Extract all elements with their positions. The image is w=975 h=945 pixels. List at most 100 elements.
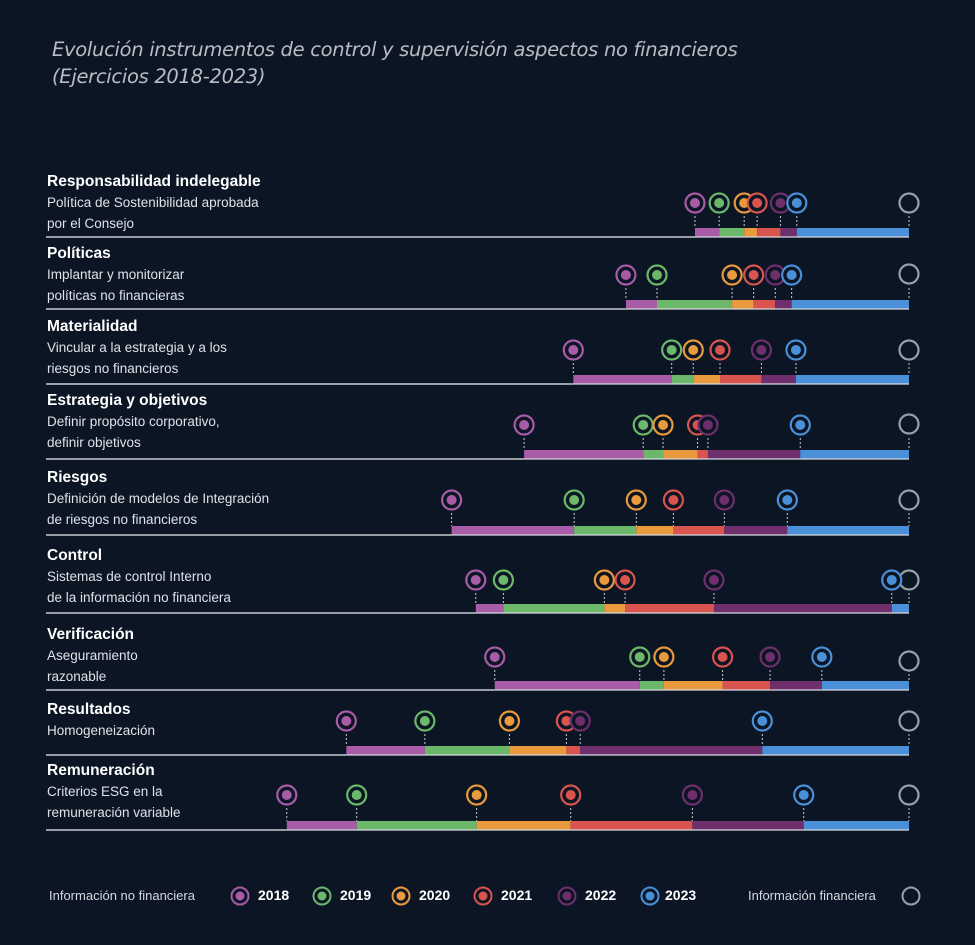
marker-2020 [466,784,488,806]
segment-2020 [732,300,754,309]
segment-2018 [494,681,640,690]
marker-2019 [563,489,585,511]
segment-2023 [795,375,909,384]
marker-financial [898,413,920,435]
marker-2021 [709,339,731,361]
marker-2022 [569,710,591,732]
segment-2022 [707,450,801,459]
segment-2020 [509,746,567,755]
row-heading: Verificación [47,626,135,643]
chart-title-line2: (Ejercicios 2018-2023) [52,65,266,88]
row-7 [46,646,920,691]
marker-financial [898,339,920,361]
segment-2019 [639,681,664,690]
segment-2023 [762,746,909,755]
segment-2018 [286,821,357,830]
legend-year-2018: 2018 [258,887,290,903]
marker-2019 [414,710,436,732]
marker-2020 [652,414,674,436]
row-heading: Riesgos [47,469,108,486]
segment-2023 [791,300,909,309]
chart-title-line1: Evolución instrumentos de control y supe… [52,38,738,61]
marker-2021 [614,569,636,591]
segment-2021 [720,375,762,384]
segment-2021 [753,300,776,309]
marker-2023 [789,414,811,436]
segment-2020 [693,375,721,384]
segment-2022 [713,604,892,613]
marker-2022 [713,489,735,511]
segment-2020 [663,681,723,690]
segment-2023 [891,604,909,613]
row-label: Control Sistemas de control Interno de la … [47,546,231,608]
segment-2019 [719,228,745,237]
row-description: Política de Sostenibilidad aprobada [47,195,259,210]
segment-2021 [673,526,725,535]
row-description: razonable [47,669,107,684]
segment-2023 [821,681,909,690]
segment-2022 [775,300,792,309]
marker-2019 [346,784,368,806]
legend-nonfinancial-label: Información no financiera [49,888,195,903]
row-5 [46,489,920,536]
marker-2019 [708,192,730,214]
marker-2019 [661,339,683,361]
row-description: Implantar y monitorizar [47,267,185,282]
marker-2019 [629,646,651,668]
marker-2023 [785,339,807,361]
marker-2018 [615,264,637,286]
marker-financial [898,710,920,732]
segment-2020 [604,604,626,613]
segment-2021 [566,746,581,755]
marker-2020 [721,264,743,286]
marker-2020 [653,646,675,668]
row-description: Homogeneización [47,723,156,738]
marker-2023 [793,784,815,806]
row-heading: Control [47,547,103,564]
row-6 [46,569,920,614]
row-description: de riesgos no financieros [47,512,198,527]
marker-2018 [484,646,506,668]
legend-marker-2020 [391,886,411,906]
segment-2020 [663,450,698,459]
segment-2018 [694,228,720,237]
legend-year-2022: 2022 [585,887,617,903]
row-8 [46,710,920,756]
marker-2018 [276,784,298,806]
marker-2023 [781,264,803,286]
legend-marker-2023 [640,886,660,906]
chart-title: Evolución instrumentos de control y supe… [52,36,738,90]
marker-2023 [786,192,808,214]
legend-marker-2021 [473,886,493,906]
marker-financial [898,569,920,591]
row-description: políticas no financieras [47,288,185,303]
row-heading: Materialidad [47,318,138,335]
legend-financial-label: Información financiera [748,888,876,903]
row-heading: Remuneración [47,762,155,779]
segment-2019 [643,450,664,459]
segment-2023 [796,228,909,237]
row-description: definir objetivos [47,435,141,450]
row-2 [46,263,920,310]
legend-year-2021: 2021 [501,887,533,903]
segment-2023 [800,450,909,459]
row-description: Aseguramiento [47,648,138,663]
row-label: Estrategia y objetivos Definir propósito … [47,391,220,453]
marker-2018 [441,489,463,511]
row-description: Sistemas de control Interno [47,569,212,584]
row-description: Definir propósito corporativo, [47,414,220,429]
segment-2021 [570,821,693,830]
marker-2018 [465,569,487,591]
row-description: Definición de modelos de Integración [47,491,270,506]
row-heading: Resultados [47,701,131,718]
segment-2021 [722,681,771,690]
row-9 [46,784,920,831]
segment-2022 [761,375,796,384]
marker-2019 [492,569,514,591]
row-label: Materialidad Vincular a la estrategia y a… [47,317,227,379]
legend-markers [230,886,921,906]
segment-2021 [697,450,708,459]
legend-marker-2022 [557,886,577,906]
row-1 [46,192,920,238]
